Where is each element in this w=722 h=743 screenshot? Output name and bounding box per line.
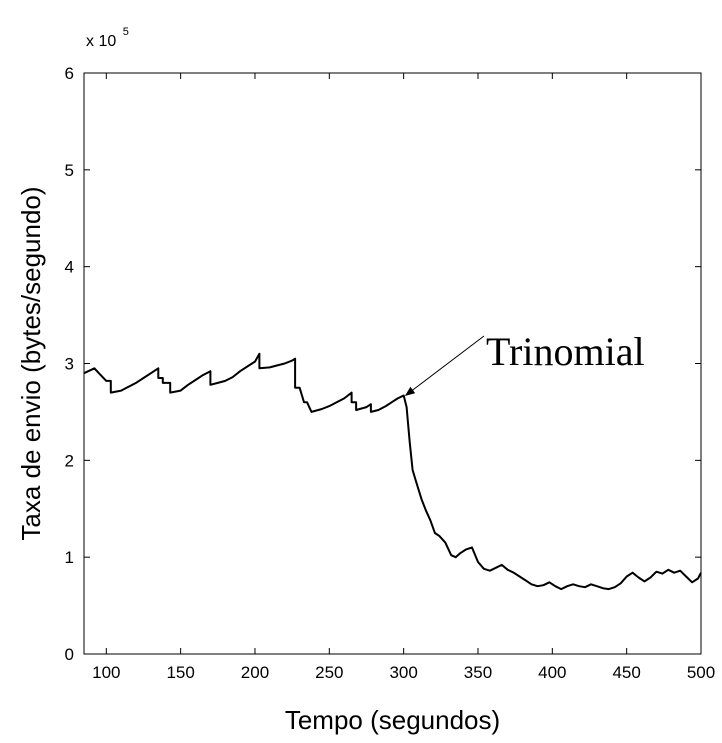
y-tick-label: 5: [65, 161, 74, 180]
y-axis-ticks: 0 1 2 3 4 5 6: [65, 64, 701, 664]
annotation-arrow: [404, 335, 485, 396]
y-tick-label: 4: [65, 258, 74, 277]
x-tick-label: 250: [315, 663, 343, 682]
series-line-trinomial: [83, 352, 702, 591]
x-tick-label: 450: [612, 663, 640, 682]
x-tick-label: 100: [92, 663, 120, 682]
x-tick-label: 500: [687, 663, 715, 682]
x-tick-label: 150: [166, 663, 194, 682]
x-tick-label: 400: [538, 663, 566, 682]
series-layer: [83, 352, 702, 591]
x-tick-label: 200: [241, 663, 269, 682]
x-tick-label: 350: [464, 663, 492, 682]
plot-area-frame: [83, 72, 702, 655]
y-multiplier-base: x 10: [86, 33, 116, 50]
annotation-label: Trinomial: [486, 329, 645, 374]
y-axis-label: Taxa de envio (bytes/segundo): [16, 186, 46, 540]
y-tick-label: 0: [65, 645, 74, 664]
y-tick-label: 2: [65, 451, 74, 470]
x-tick-label: 300: [389, 663, 417, 682]
y-tick-label: 1: [65, 548, 74, 567]
y-tick-label: 3: [65, 355, 74, 374]
y-tick-label: 6: [65, 64, 74, 83]
x-axis-label: Tempo (segundos): [285, 705, 500, 735]
y-multiplier-label: x 10 5: [86, 26, 129, 50]
y-multiplier-exponent: 5: [123, 26, 129, 38]
annotation-layer: Trinomial: [404, 329, 645, 396]
x-axis-ticks: 100 150 200 250 300 350 400 450 500: [92, 73, 715, 682]
